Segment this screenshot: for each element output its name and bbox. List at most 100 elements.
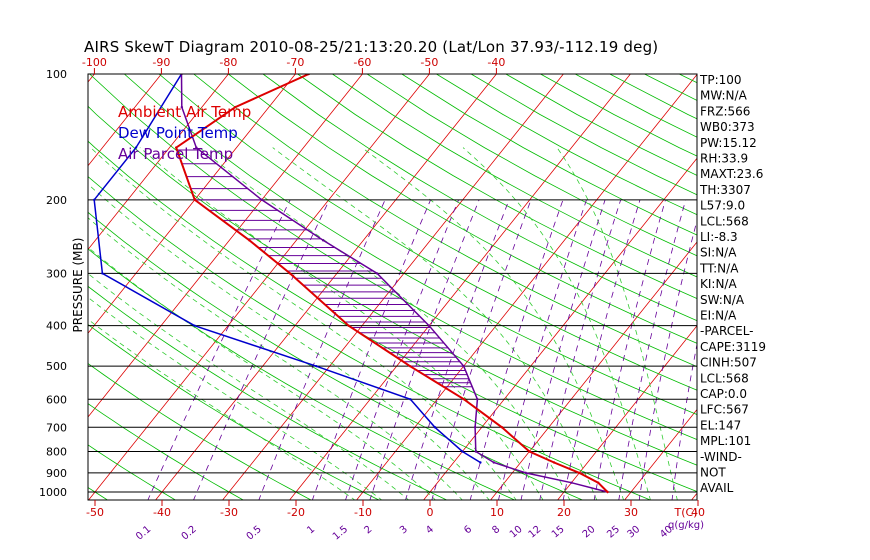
series-point-0 — [500, 426, 504, 429]
stability-index-label: -PARCEL- — [700, 324, 754, 338]
dry-adiabat-line — [88, 486, 109, 500]
stability-index-label: MPL:101 — [700, 434, 751, 448]
dry-adiabat-line — [88, 248, 516, 500]
series-point-2 — [476, 398, 479, 401]
top-temp-tick-label: -60 — [353, 56, 371, 69]
y-axis-label: PRESSURE (MB) — [71, 238, 85, 333]
mixing-ratio-line — [671, 342, 697, 500]
series-point-1 — [433, 426, 437, 429]
dry-adiabat-line — [88, 323, 380, 500]
top-temp-tick-label: -70 — [286, 56, 304, 69]
top-temp-tick-label: -90 — [152, 56, 170, 69]
pressure-tick-label: 200 — [46, 194, 67, 207]
pressure-tick-label: 900 — [46, 467, 67, 480]
bottom-temp-tick-label: 20 — [557, 506, 571, 519]
moist-adiabat-line — [462, 147, 651, 500]
mixing-ratio-tick-label: 30 — [626, 524, 643, 541]
series-point-1 — [101, 272, 104, 275]
stability-index-label: KI:N/A — [700, 277, 737, 291]
dry-adiabat-line — [88, 363, 312, 500]
series-point-0 — [193, 198, 196, 202]
mixing-ratio-tick-label: 1.5 — [331, 524, 350, 543]
series-point-1 — [193, 324, 196, 327]
series-point-2 — [524, 471, 527, 475]
dry-adiabat-line — [193, 74, 697, 368]
mixing-ratio-tick-label: 0.1 — [134, 524, 153, 543]
bottom-temp-tick-label: 10 — [490, 506, 504, 519]
isotherm-line — [624, 408, 697, 500]
series-point-0 — [234, 105, 237, 109]
series-point-2 — [473, 426, 477, 429]
dry-adiabat-line — [401, 74, 697, 236]
bottom-temp-tick-label: 0 — [427, 506, 434, 519]
series-point-0 — [552, 461, 556, 464]
data-series — [93, 74, 609, 494]
dry-adiabat-line — [366, 74, 697, 257]
mixing-ratio-tick-label: 3 — [398, 524, 410, 537]
isotherm-line — [88, 74, 229, 251]
pressure-tick-label: 700 — [46, 421, 67, 434]
bottom-temp-tick-label: 40 — [691, 506, 705, 519]
legend-entry: Air Parcel Temp — [118, 145, 233, 163]
dry-adiabat-line — [505, 74, 697, 176]
stability-index-label: CAP:0.0 — [700, 387, 747, 401]
dry-adiabat-line — [0, 74, 41, 501]
series-point-0 — [248, 239, 251, 242]
mixing-ratio-tick-label: 25 — [605, 524, 622, 541]
stability-index-label: EL:147 — [700, 418, 741, 432]
mixing-ratio-line — [562, 199, 641, 500]
stability-index-label: SI:N/A — [700, 246, 737, 260]
mixing-ratio-tick-label: 8 — [490, 524, 502, 537]
mixing-ratio-line — [405, 199, 510, 500]
pressure-tick-label: 800 — [46, 445, 67, 458]
series-point-2 — [321, 239, 325, 242]
series-point-1 — [315, 364, 318, 368]
mixing-ratio-line — [520, 199, 606, 500]
series-point-0 — [175, 146, 178, 149]
dry-adiabat-line — [88, 176, 652, 500]
isotherm-line — [222, 74, 564, 500]
mixing-ratio-tick-label: 4 — [424, 524, 436, 537]
series-point-0 — [606, 490, 609, 494]
mixing-ratio-line — [618, 199, 687, 500]
isotherm-line — [356, 74, 697, 500]
dry-adiabat-line — [262, 74, 697, 322]
mixing-ratio-tick-label: 0.2 — [180, 524, 199, 543]
isotherm-line — [0, 55, 43, 501]
mixing-ratio-tick-label: 15 — [550, 524, 567, 541]
mixing-ratio-line — [469, 199, 564, 500]
series-point-2 — [570, 481, 573, 484]
mixing-ratio-tick-label: 6 — [462, 524, 474, 537]
series-point-1 — [134, 146, 138, 149]
stability-index-label: WB0:373 — [700, 120, 755, 134]
series-point-1 — [479, 461, 482, 464]
series-point-2 — [375, 272, 379, 275]
dry-adiabat-line — [332, 74, 697, 278]
isotherm-line — [289, 74, 631, 500]
stability-index-label: CAPE:3119 — [700, 340, 766, 354]
top-temp-tick-label: -40 — [487, 56, 505, 69]
mixing-ratio-line — [498, 199, 587, 500]
series-point-2 — [462, 364, 465, 368]
series-point-2 — [474, 450, 478, 453]
stability-index-label: L57:9.0 — [700, 199, 745, 213]
mixing-ratio-line — [345, 199, 459, 500]
mixing-ratio-tick-label: 20 — [581, 524, 598, 541]
series-point-2 — [180, 105, 184, 109]
series-point-2 — [260, 198, 263, 202]
isotherm-line — [423, 157, 697, 500]
series-point-2 — [195, 146, 198, 149]
moist-adiabat-line — [361, 147, 625, 500]
stability-index-label: LFC:567 — [700, 403, 749, 417]
stability-index-label: LCL:568 — [700, 371, 749, 385]
top-temp-tick-label: -100 — [82, 56, 107, 69]
dry-adiabat-line — [89, 74, 697, 441]
dry-adiabat-line — [644, 74, 697, 101]
dry-adiabat-line — [470, 74, 697, 196]
series-point-0 — [288, 272, 292, 275]
mixing-ratio-tick-label: 2 — [362, 524, 374, 537]
series-line-1 — [93, 74, 481, 464]
dry-adiabat-line — [88, 140, 697, 493]
dry-adiabat-line — [88, 444, 177, 500]
isotherm-line — [825, 55, 870, 501]
